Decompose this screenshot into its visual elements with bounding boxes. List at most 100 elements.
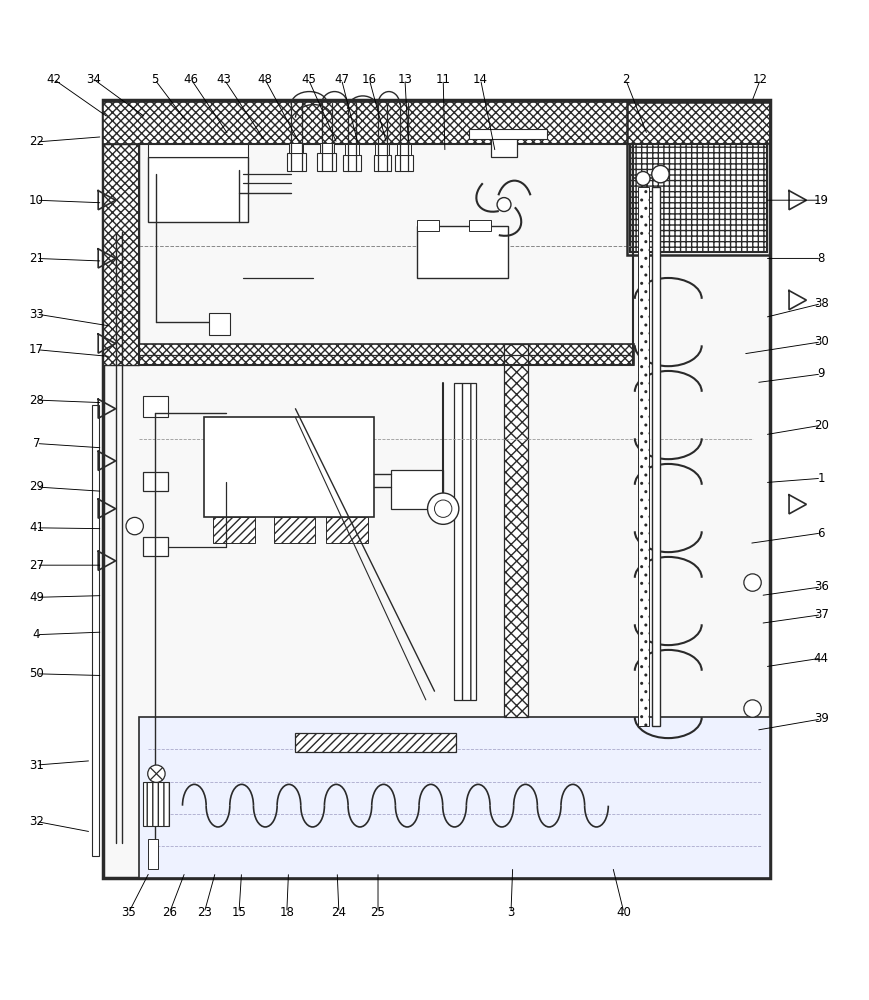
Circle shape [744, 574, 761, 591]
Text: 9: 9 [818, 367, 825, 380]
Text: 42: 42 [46, 73, 62, 86]
Text: 14: 14 [473, 73, 488, 86]
Bar [148, 144, 248, 157]
Bar [345, 144, 359, 155]
Text: 28: 28 [29, 394, 44, 407]
Bar [139, 717, 770, 878]
Bar [103, 144, 139, 365]
Bar [287, 153, 306, 171]
Circle shape [126, 517, 143, 535]
Text: 34: 34 [86, 73, 102, 86]
Text: 50: 50 [30, 667, 43, 680]
Text: 3: 3 [507, 906, 514, 919]
Text: 24: 24 [331, 906, 347, 919]
Bar [143, 537, 168, 556]
Bar [638, 187, 649, 726]
Bar [139, 144, 633, 365]
Text: 32: 32 [29, 815, 44, 828]
Bar [148, 157, 248, 222]
Text: 20: 20 [813, 419, 829, 432]
Text: 23: 23 [196, 906, 212, 919]
Text: 35: 35 [122, 906, 136, 919]
Text: 38: 38 [814, 297, 828, 310]
Text: 11: 11 [435, 73, 451, 86]
Bar [469, 129, 547, 139]
Text: 12: 12 [753, 73, 768, 86]
Bar [417, 226, 508, 278]
Bar [395, 155, 413, 171]
Bar [103, 102, 770, 144]
Text: 22: 22 [29, 135, 44, 148]
Bar [143, 396, 168, 417]
Text: 39: 39 [813, 712, 829, 725]
Text: 45: 45 [301, 73, 316, 86]
Bar [213, 517, 255, 543]
Circle shape [744, 700, 761, 717]
Bar [417, 220, 439, 231]
Bar [652, 187, 660, 726]
Circle shape [428, 493, 459, 524]
Text: 29: 29 [29, 480, 44, 493]
Text: 31: 31 [29, 759, 44, 772]
Text: 46: 46 [183, 73, 199, 86]
Text: 40: 40 [616, 906, 632, 919]
Bar [143, 782, 169, 826]
Text: 21: 21 [29, 252, 44, 265]
Text: 47: 47 [334, 73, 349, 86]
Bar [397, 144, 411, 155]
Bar [504, 344, 528, 717]
Text: 17: 17 [29, 343, 44, 356]
Text: 44: 44 [813, 652, 829, 665]
Bar [295, 733, 456, 752]
Text: 10: 10 [29, 194, 44, 207]
Text: 48: 48 [257, 73, 273, 86]
Text: 2: 2 [622, 73, 629, 86]
Text: 41: 41 [29, 521, 44, 534]
Text: 25: 25 [370, 906, 386, 919]
Text: 1: 1 [818, 472, 825, 485]
Text: 33: 33 [30, 308, 43, 321]
Text: 30: 30 [814, 335, 828, 348]
Text: 18: 18 [279, 906, 295, 919]
Circle shape [636, 172, 650, 185]
Bar [630, 144, 767, 252]
Text: 27: 27 [29, 559, 44, 572]
Bar [209, 313, 230, 335]
Text: 7: 7 [33, 437, 40, 450]
Text: 36: 36 [813, 580, 829, 593]
Text: 15: 15 [231, 906, 247, 919]
Text: 49: 49 [29, 591, 44, 604]
Bar [320, 143, 334, 153]
Bar [343, 155, 361, 171]
Bar [143, 472, 168, 491]
Bar [374, 155, 391, 171]
Bar [627, 102, 770, 255]
Circle shape [652, 165, 669, 183]
Bar [326, 517, 368, 543]
Text: 5: 5 [151, 73, 158, 86]
Circle shape [497, 198, 511, 211]
Text: 43: 43 [216, 73, 232, 86]
Text: 13: 13 [397, 73, 413, 86]
Bar [317, 153, 336, 171]
Bar [375, 144, 389, 155]
Bar [204, 417, 374, 517]
Circle shape [148, 765, 165, 782]
Text: 26: 26 [162, 906, 177, 919]
Bar [92, 405, 99, 856]
Text: 6: 6 [818, 527, 825, 540]
Bar [274, 517, 315, 543]
Bar [491, 135, 517, 157]
Circle shape [434, 500, 452, 517]
Bar [289, 143, 303, 153]
Text: 4: 4 [33, 628, 40, 641]
Text: 19: 19 [813, 194, 829, 207]
Bar [454, 383, 476, 700]
Bar [103, 100, 770, 878]
Text: 16: 16 [362, 73, 377, 86]
Text: 8: 8 [818, 252, 825, 265]
Bar [139, 344, 634, 365]
Bar [469, 220, 491, 231]
Bar [391, 470, 443, 509]
Text: 37: 37 [813, 608, 829, 621]
